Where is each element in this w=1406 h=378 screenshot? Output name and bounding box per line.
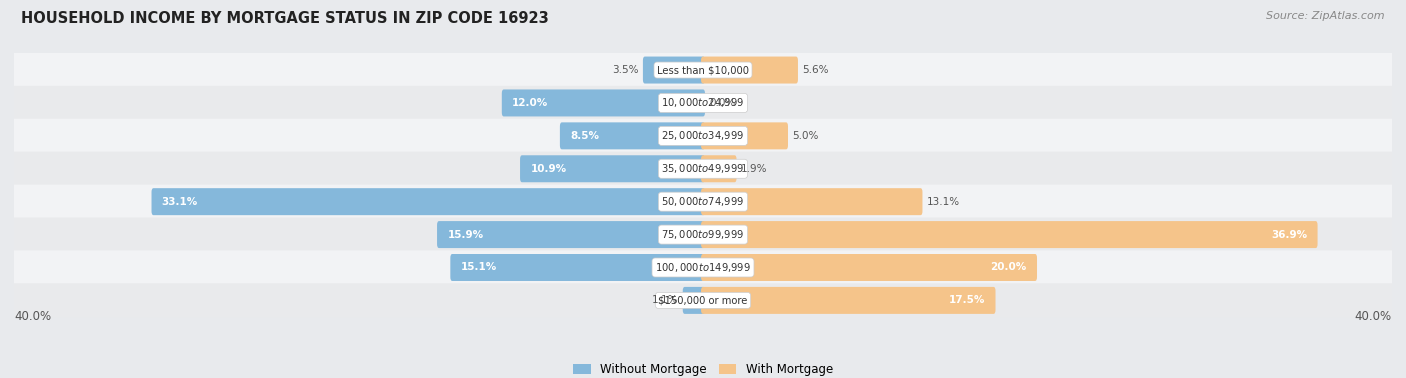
Text: $100,000 to $149,999: $100,000 to $149,999 [655,261,751,274]
Text: 3.5%: 3.5% [612,65,638,75]
FancyBboxPatch shape [11,283,1395,318]
Text: 20.0%: 20.0% [990,262,1026,273]
Text: $150,000 or more: $150,000 or more [658,295,748,305]
Text: $75,000 to $99,999: $75,000 to $99,999 [661,228,745,241]
FancyBboxPatch shape [11,119,1395,153]
FancyBboxPatch shape [702,188,922,215]
FancyBboxPatch shape [152,188,704,215]
FancyBboxPatch shape [683,287,704,314]
Text: Less than $10,000: Less than $10,000 [657,65,749,75]
FancyBboxPatch shape [11,217,1395,252]
FancyBboxPatch shape [11,53,1395,87]
Text: 10.9%: 10.9% [530,164,567,174]
Text: $50,000 to $74,999: $50,000 to $74,999 [661,195,745,208]
Text: 13.1%: 13.1% [927,197,960,207]
FancyBboxPatch shape [437,221,704,248]
Text: 17.5%: 17.5% [949,295,986,305]
FancyBboxPatch shape [11,86,1395,120]
FancyBboxPatch shape [11,152,1395,186]
Text: 12.0%: 12.0% [512,98,548,108]
Text: 0.0%: 0.0% [710,98,735,108]
Text: 36.9%: 36.9% [1271,229,1308,240]
Text: 40.0%: 40.0% [1355,310,1392,323]
FancyBboxPatch shape [702,122,787,149]
Text: Source: ZipAtlas.com: Source: ZipAtlas.com [1267,11,1385,21]
Text: 5.6%: 5.6% [803,65,830,75]
Text: 5.0%: 5.0% [793,131,820,141]
FancyBboxPatch shape [643,57,704,84]
Text: $35,000 to $49,999: $35,000 to $49,999 [661,162,745,175]
Text: 15.9%: 15.9% [447,229,484,240]
FancyBboxPatch shape [702,57,799,84]
FancyBboxPatch shape [502,90,704,116]
FancyBboxPatch shape [11,250,1395,285]
Text: 1.9%: 1.9% [741,164,768,174]
FancyBboxPatch shape [11,184,1395,219]
FancyBboxPatch shape [702,254,1038,281]
Text: 40.0%: 40.0% [14,310,51,323]
Text: HOUSEHOLD INCOME BY MORTGAGE STATUS IN ZIP CODE 16923: HOUSEHOLD INCOME BY MORTGAGE STATUS IN Z… [21,11,548,26]
Text: 1.1%: 1.1% [651,295,678,305]
Text: 8.5%: 8.5% [571,131,599,141]
Text: 15.1%: 15.1% [461,262,496,273]
FancyBboxPatch shape [520,155,704,182]
FancyBboxPatch shape [702,221,1317,248]
Text: 33.1%: 33.1% [162,197,198,207]
FancyBboxPatch shape [702,155,737,182]
FancyBboxPatch shape [450,254,704,281]
FancyBboxPatch shape [702,287,995,314]
Legend: Without Mortgage, With Mortgage: Without Mortgage, With Mortgage [568,358,838,378]
Text: $25,000 to $34,999: $25,000 to $34,999 [661,129,745,143]
FancyBboxPatch shape [560,122,704,149]
Text: $10,000 to $24,999: $10,000 to $24,999 [661,96,745,110]
